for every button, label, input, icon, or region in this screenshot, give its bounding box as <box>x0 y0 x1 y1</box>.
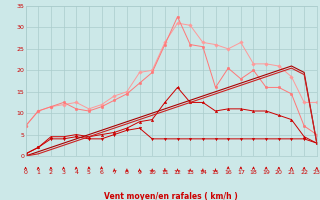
X-axis label: Vent moyen/en rafales ( km/h ): Vent moyen/en rafales ( km/h ) <box>104 192 238 200</box>
